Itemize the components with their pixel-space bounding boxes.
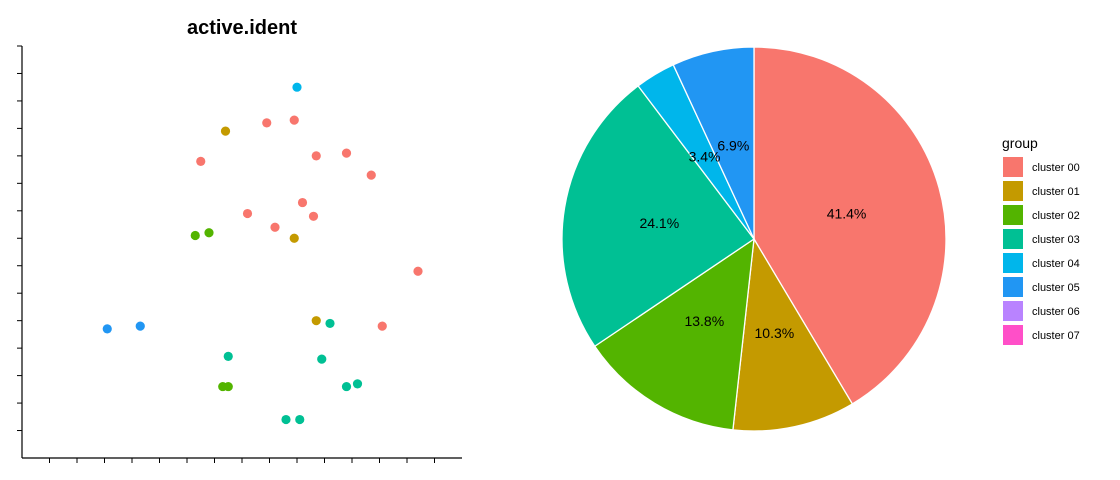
pie-slice [732,237,854,432]
scatter-point [204,228,214,238]
legend-swatch [1003,181,1023,201]
legend-swatch [1003,157,1023,177]
scatter-point [341,381,352,392]
legend-label: cluster 01 [1032,186,1080,198]
scatter-point [102,324,112,334]
scatter-point [220,126,231,136]
pie-slice [561,84,755,348]
y-ticks [17,45,22,432]
scatter-points [102,82,423,425]
pie-slice-label: 3.4% [689,149,721,165]
scatter-point [242,208,253,219]
legend-label: cluster 00 [1032,162,1080,174]
scatter-point [377,321,387,331]
pie-slices [561,46,947,432]
scatter-point [366,170,376,180]
pie-labels: 41.4% 10.3% 13.8% 24.1% 3.4%6.9% [639,137,866,341]
scatter-point [190,230,200,241]
pie-slice-label: 6.9% [717,137,749,153]
legend-label: cluster 06 [1032,306,1080,318]
scatter-point [289,233,299,243]
pie-slice-label: 10.3% [755,325,795,341]
legend-label: cluster 04 [1032,258,1080,270]
pie-slice-label: 41.4% [827,205,867,221]
scatter-point [292,82,302,92]
scatter-point [297,197,308,208]
legend-items: cluster 00 cluster 01 cluster 02 cluster 03… [1003,157,1080,345]
scatter-point [308,211,319,221]
legend-swatch [1003,277,1023,297]
scatter-point [325,318,335,329]
pie-slice [753,46,947,405]
legend-title: group [1002,135,1038,151]
pie-slice-label: 13.8% [684,313,724,329]
pie-slice [672,46,755,240]
scatter-point [223,381,233,392]
scatter-point [262,118,272,128]
pie-panel: 41.4% 10.3% 13.8% 24.1% 3.4%6.9% [561,46,947,432]
scatter-point [196,156,206,166]
scatter-point [352,379,363,389]
scatter-point [281,414,291,425]
scatter-point [311,316,321,326]
legend-swatch [1003,205,1023,225]
legend-swatch [1003,229,1023,249]
legend-label: cluster 03 [1032,234,1080,246]
scatter-point [317,354,327,364]
scatter-point [270,222,280,232]
scatter-point [311,151,321,161]
pie-slice-label: 24.1% [639,215,679,231]
pie-slice [593,237,755,431]
scatter-point [135,321,145,331]
legend-swatch [1003,253,1023,273]
legend-label: cluster 05 [1032,282,1080,294]
legend-label: cluster 02 [1032,210,1080,222]
scatter-panel: active.ident [17,17,462,463]
x-ticks [49,458,435,463]
scatter-point [341,148,352,158]
scatter-point [223,351,233,361]
legend-swatch [1003,325,1023,345]
scatter-point [413,266,423,276]
legend-label: cluster 07 [1032,330,1080,342]
scatter-title: active.ident [187,17,297,39]
legend-swatch [1003,301,1023,321]
scatter-point [289,115,299,125]
scatter-point [295,414,305,425]
